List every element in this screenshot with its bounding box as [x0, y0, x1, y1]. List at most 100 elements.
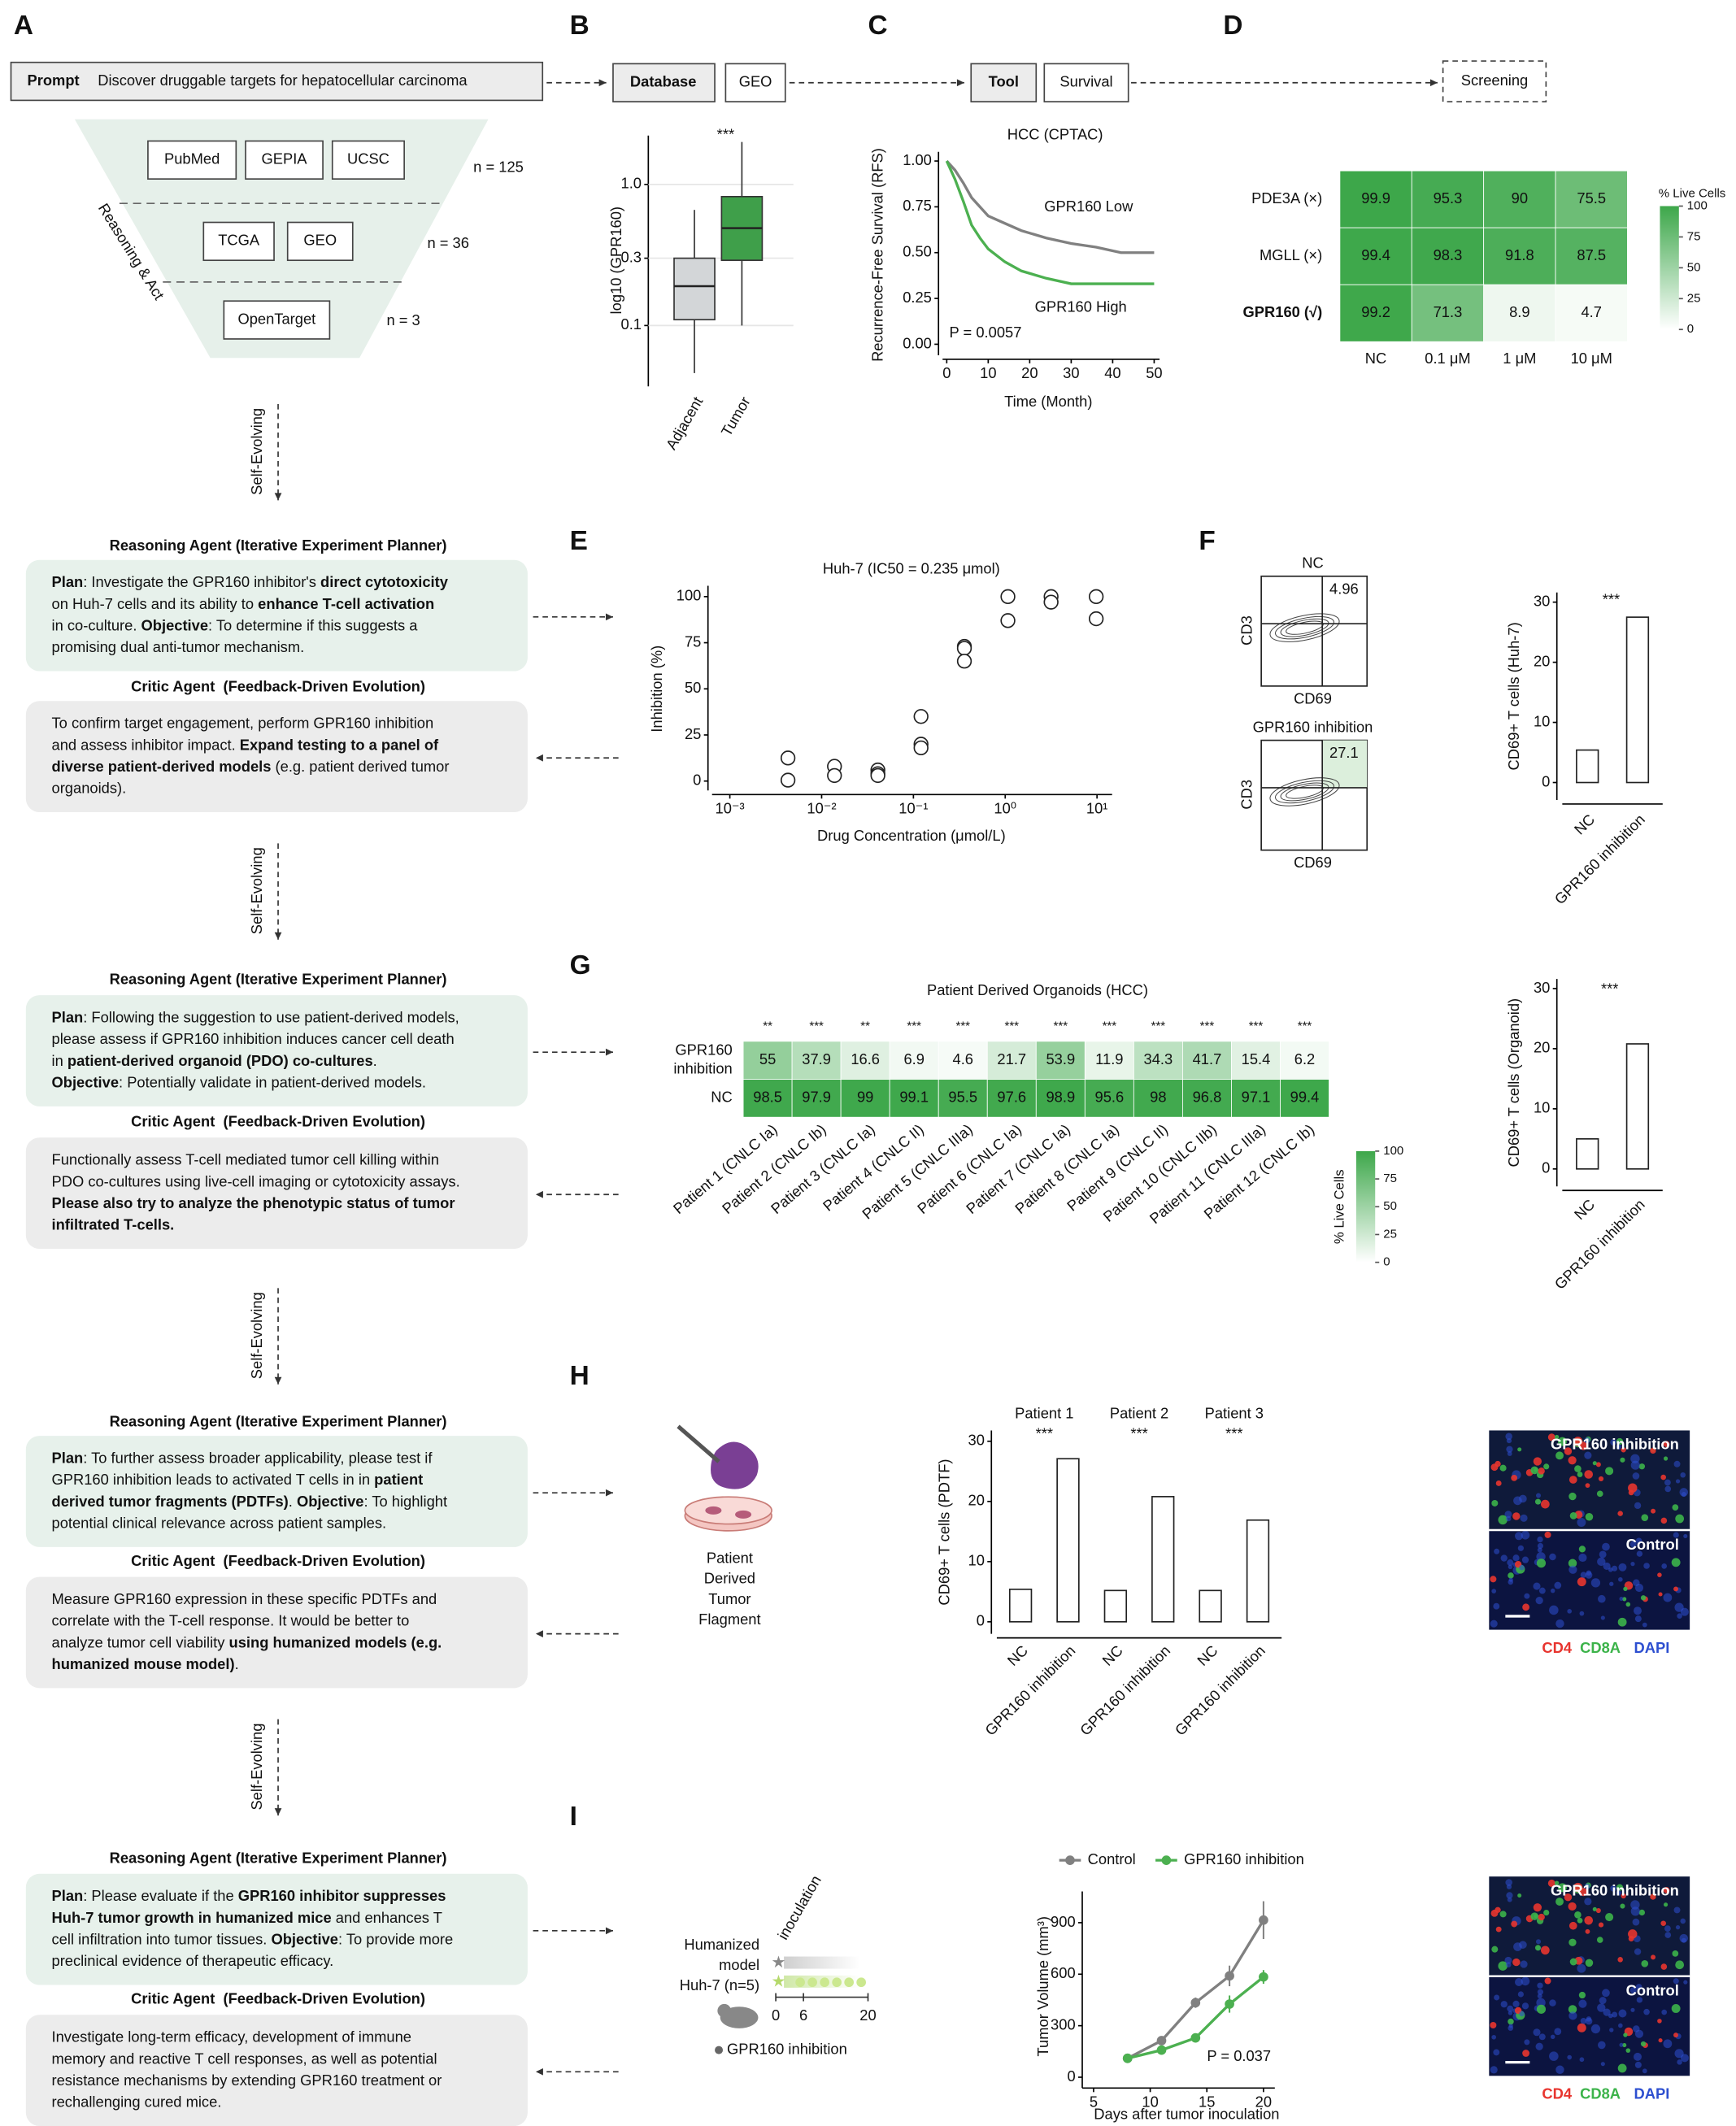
arrow-head	[605, 613, 613, 621]
critic-box	[25, 1576, 528, 1689]
cell	[1630, 1900, 1640, 1910]
star: ★	[771, 1954, 785, 1972]
cell-value: 99.4	[1361, 246, 1390, 263]
bold-text: enhance T-cell activation	[258, 595, 434, 612]
heatmap-cell	[840, 1079, 890, 1118]
box	[970, 63, 1038, 102]
cell	[1620, 1903, 1625, 1909]
colorbar	[1355, 1150, 1376, 1263]
cell	[1543, 1463, 1550, 1470]
cell	[1643, 1563, 1650, 1569]
cell	[1536, 1998, 1546, 2008]
cell	[1584, 1883, 1590, 1889]
bar	[1151, 1496, 1175, 1623]
point	[956, 641, 972, 656]
panel-letter: C	[868, 11, 888, 41]
y-tick-label: 75	[685, 633, 701, 650]
cell	[1507, 1451, 1512, 1456]
cell	[1512, 2000, 1520, 2007]
cell	[1577, 1518, 1586, 1527]
point	[827, 767, 842, 784]
cell	[1544, 1977, 1551, 1985]
significance: ***	[1005, 1019, 1020, 1033]
cell	[1549, 1553, 1556, 1561]
cell	[1540, 1499, 1550, 1509]
y-tick-label: 0	[1542, 1159, 1550, 1176]
cell	[1512, 1554, 1520, 1562]
cell	[1506, 1892, 1513, 1899]
cell	[1568, 2011, 1577, 2020]
cell	[1490, 1576, 1497, 1583]
significance: ***	[1103, 1019, 1117, 1033]
x-tick-label: 0	[942, 364, 951, 381]
text-line: rechallenging cured mice.	[52, 2093, 222, 2110]
significance: ***	[1200, 1019, 1215, 1033]
image-label: GPR160 inhibition	[1551, 1436, 1679, 1453]
cell-value: 97.6	[997, 1089, 1026, 1106]
arrow-head	[535, 1630, 543, 1637]
cell	[1520, 1514, 1528, 1522]
heatmap-cell	[840, 1041, 890, 1080]
cell	[1677, 2059, 1682, 2065]
agent-title: Reasoning Agent (Iterative Experiment Pl…	[110, 1412, 447, 1429]
text-line: PDO co-cultures using live-cell imaging …	[52, 1172, 460, 1189]
flow-title: NC	[1302, 554, 1323, 572]
point	[1225, 1971, 1234, 1981]
text-run: : To highlight	[363, 1493, 447, 1510]
cell-value: 8.9	[1509, 303, 1529, 320]
cell	[1522, 1603, 1530, 1611]
y-tick-label: 900	[1051, 1913, 1076, 1930]
significance: ***	[809, 1019, 824, 1033]
cell	[1598, 2041, 1606, 2050]
cell	[1625, 2048, 1631, 2053]
schema-label: inoculation	[774, 1872, 824, 1942]
colorbar-tick-label: 50	[1383, 1199, 1397, 1213]
y-tick-label: 50	[685, 679, 701, 696]
x-tick-label: 40	[1104, 364, 1120, 381]
axis-label: Days after tumor inoculation	[1094, 2106, 1279, 2123]
cell	[1504, 1956, 1512, 1964]
cell	[1543, 1909, 1550, 1916]
x-tick-label: 10⁰	[994, 799, 1016, 816]
cell	[1517, 1893, 1522, 1898]
cell	[1634, 1615, 1642, 1623]
cell	[1490, 2066, 1498, 2074]
text-run: : To provide more	[338, 1930, 453, 1947]
cell	[1537, 1993, 1542, 1999]
cell	[1664, 1485, 1672, 1493]
agent-title: Reasoning Agent (Iterative Experiment Pl…	[110, 1849, 447, 1866]
label: n = 3	[386, 311, 420, 328]
star: ★	[771, 1973, 785, 1991]
cell	[1567, 1609, 1573, 1614]
label: UCSC	[347, 150, 389, 167]
cell-value: 21.7	[997, 1050, 1026, 1067]
colorbar-tick-label: 75	[1687, 229, 1701, 243]
cell	[1664, 1932, 1672, 1938]
cell	[1498, 1515, 1508, 1525]
colorbar-tick-label: 50	[1687, 260, 1701, 274]
axis-label: CD3	[1238, 780, 1255, 810]
growth-line	[1127, 1976, 1264, 2060]
cell	[1661, 1563, 1668, 1569]
point	[913, 709, 929, 724]
heatmap-cell	[791, 1041, 842, 1080]
text-line: infiltrated T-cells.	[52, 1215, 175, 1233]
cell	[1568, 2005, 1577, 2014]
annotation: P = 0.037	[1207, 2047, 1271, 2064]
text-run: (e.g. patient derived tumor	[271, 758, 449, 775]
text-run: .	[235, 1655, 239, 1672]
cell	[1673, 1586, 1679, 1592]
cell	[1643, 2008, 1650, 2015]
cell	[1521, 1976, 1530, 1986]
cell	[1633, 1606, 1642, 1615]
text-line: GPR160 inhibition leads to activated T c…	[52, 1471, 424, 1488]
dish-rim	[684, 1496, 772, 1525]
cell	[1578, 1553, 1587, 1563]
text-line: Plan: Investigate the GPR160 inhibitor's…	[52, 573, 449, 590]
cell	[1612, 2011, 1618, 2018]
fragment	[705, 1506, 722, 1515]
cell	[1642, 1622, 1647, 1628]
cell	[1508, 2024, 1513, 2028]
heatmap-cell	[1133, 1041, 1183, 1080]
cell	[1680, 1918, 1686, 1924]
